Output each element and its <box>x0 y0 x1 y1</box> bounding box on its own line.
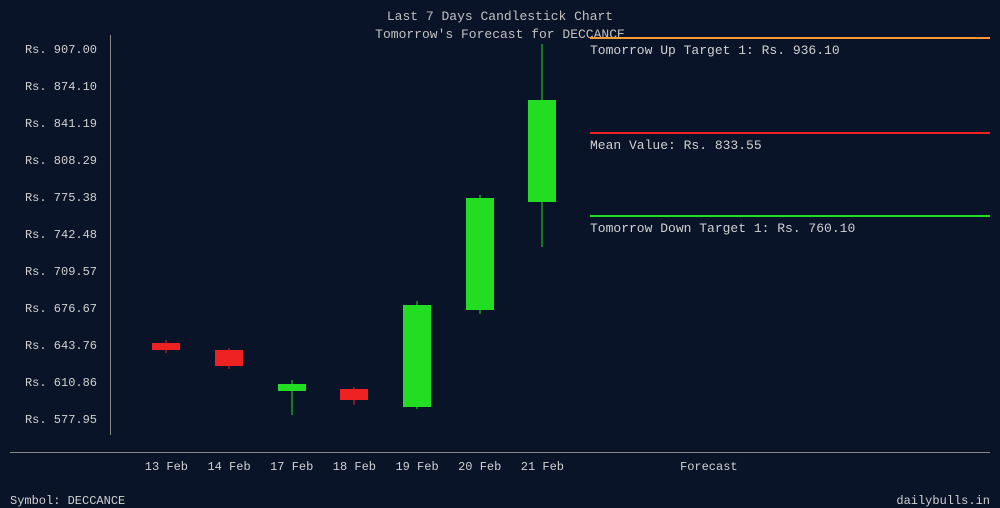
y-tick-label: Rs. 643.76 <box>25 339 97 353</box>
forecast-panel: Tomorrow Up Target 1: Rs. 936.10 Mean Val… <box>590 35 990 435</box>
x-tick-label: 18 Feb <box>333 460 376 474</box>
target-text-up: Tomorrow Up Target 1: Rs. 936.10 <box>590 43 840 58</box>
x-tick-label: 20 Feb <box>458 460 501 474</box>
y-tick-label: Rs. 709.57 <box>25 265 97 279</box>
site-credit: dailybulls.in <box>896 494 990 508</box>
forecast-axis-label: Forecast <box>680 460 738 474</box>
symbol-label: Symbol: DECCANCE <box>10 494 125 508</box>
chart-title: Last 7 Days Candlestick Chart <box>0 8 1000 26</box>
y-tick-label: Rs. 742.48 <box>25 228 97 242</box>
target-text-mean: Mean Value: Rs. 833.55 <box>590 138 762 153</box>
x-tick-label: 17 Feb <box>270 460 313 474</box>
candle-body <box>215 350 243 366</box>
candlestick-chart <box>110 35 580 435</box>
candle-body <box>152 343 180 351</box>
x-tick-label: 21 Feb <box>521 460 564 474</box>
x-tick-label: 14 Feb <box>207 460 250 474</box>
y-tick-label: Rs. 775.38 <box>25 191 97 205</box>
y-tick-label: Rs. 907.00 <box>25 43 97 57</box>
y-tick-label: Rs. 808.29 <box>25 154 97 168</box>
y-tick-label: Rs. 577.95 <box>25 413 97 427</box>
y-tick-label: Rs. 874.10 <box>25 80 97 94</box>
y-axis-line <box>110 35 111 435</box>
candle-body <box>340 389 368 400</box>
candle-body <box>278 384 306 391</box>
candle-body <box>403 305 431 406</box>
y-axis-labels: Rs. 907.00 Rs. 874.10 Rs. 841.19 Rs. 808.29… <box>0 35 105 435</box>
y-tick-label: Rs. 841.19 <box>25 117 97 131</box>
target-line-mean <box>590 132 990 134</box>
x-tick-label: 19 Feb <box>395 460 438 474</box>
y-tick-label: Rs. 676.67 <box>25 302 97 316</box>
candle-body <box>466 198 494 310</box>
x-axis-line <box>10 452 990 453</box>
x-axis-labels: 13 Feb 14 Feb 17 Feb 18 Feb 19 Feb 20 Feb 21 F… <box>110 460 580 480</box>
target-line-down <box>590 215 990 217</box>
target-line-up <box>590 37 990 39</box>
target-text-down: Tomorrow Down Target 1: Rs. 760.10 <box>590 221 855 236</box>
x-tick-label: 13 Feb <box>145 460 188 474</box>
candle-body <box>528 100 556 201</box>
y-tick-label: Rs. 610.86 <box>25 376 97 390</box>
